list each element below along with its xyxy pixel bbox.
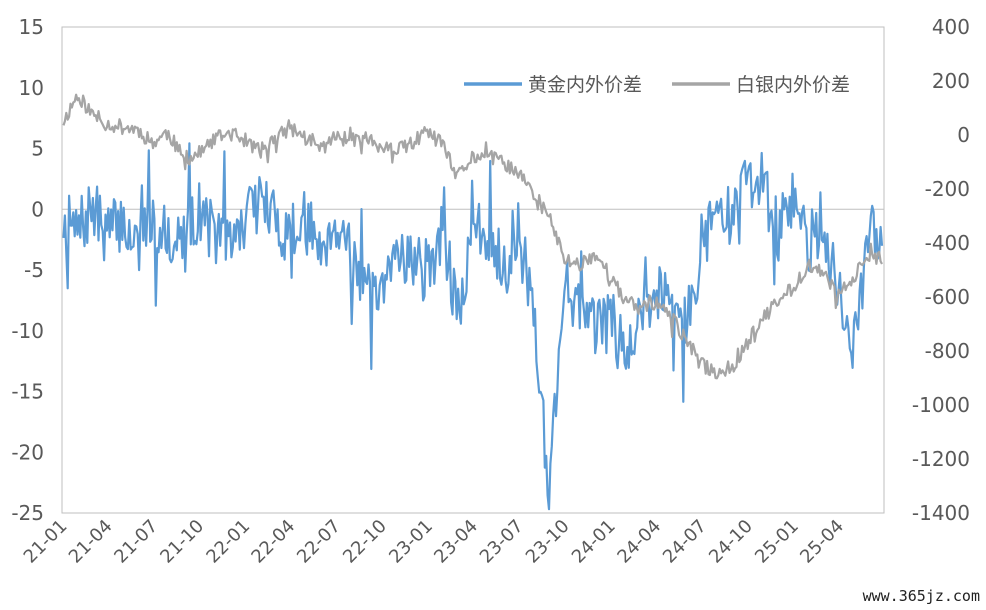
plot-area xyxy=(61,26,885,514)
x-tick-label: 25-04 xyxy=(796,516,848,568)
right-tick-label: -600 xyxy=(925,285,970,309)
x-tick-label: 25-01 xyxy=(751,516,803,568)
left-tick-label: 5 xyxy=(31,137,44,161)
x-tick-label: 21-07 xyxy=(110,516,162,568)
left-tick-label: 0 xyxy=(31,197,44,221)
left-axis-ticks: 15 10 5 0 -5 -10 -15 -20 -25 xyxy=(11,15,44,525)
left-tick-label: -25 xyxy=(11,501,44,525)
left-tick-label: 15 xyxy=(19,15,44,39)
x-tick-label: 22-04 xyxy=(247,516,299,568)
right-tick-label: 200 xyxy=(932,69,970,93)
watermark-text: www.365jz.com xyxy=(863,587,980,605)
x-tick-label: 21-10 xyxy=(156,516,208,568)
left-tick-label: -15 xyxy=(11,380,44,404)
right-tick-label: -400 xyxy=(925,231,970,255)
x-tick-label: 24-01 xyxy=(568,516,620,568)
x-tick-label: 24-04 xyxy=(613,516,665,568)
x-axis-ticks: 21-0121-0421-0721-1022-0122-0422-0722-10… xyxy=(20,516,848,568)
right-axis-ticks: 400 200 0 -200 -400 -600 -800 -1000 -1200 -1400 xyxy=(912,15,970,525)
left-tick-label: -20 xyxy=(11,440,44,464)
right-tick-label: -1000 xyxy=(912,393,970,417)
series-layer xyxy=(62,93,884,511)
x-tick-label: 23-01 xyxy=(385,516,437,568)
left-tick-label: 10 xyxy=(19,76,44,100)
x-tick-label: 22-07 xyxy=(293,516,345,568)
x-tick-label: 21-04 xyxy=(65,516,117,568)
legend-label-silver: 白银内外价差 xyxy=(736,74,850,96)
x-tick-label: 24-07 xyxy=(659,516,711,568)
right-tick-label: -1400 xyxy=(912,501,970,525)
right-tick-label: -800 xyxy=(925,339,970,363)
x-tick-label: 23-10 xyxy=(522,516,574,568)
x-tick-label: 22-10 xyxy=(339,516,391,568)
left-tick-label: -5 xyxy=(24,258,44,282)
x-tick-label: 23-04 xyxy=(430,516,482,568)
x-tick-label: 24-10 xyxy=(705,516,757,568)
right-tick-label: -1200 xyxy=(912,447,970,471)
legend-label-gold: 黄金内外价差 xyxy=(528,74,642,96)
legend: 黄金内外价差 白银内外价差 xyxy=(464,74,850,96)
series-line-silver xyxy=(62,93,883,380)
right-tick-label: -200 xyxy=(925,177,970,201)
x-tick-label: 23-07 xyxy=(476,516,528,568)
left-tick-label: -10 xyxy=(11,319,44,343)
x-tick-label: 22-01 xyxy=(202,516,254,568)
right-tick-label: 400 xyxy=(932,15,970,39)
series-line-gold xyxy=(62,142,884,511)
right-tick-label: 0 xyxy=(957,123,970,147)
